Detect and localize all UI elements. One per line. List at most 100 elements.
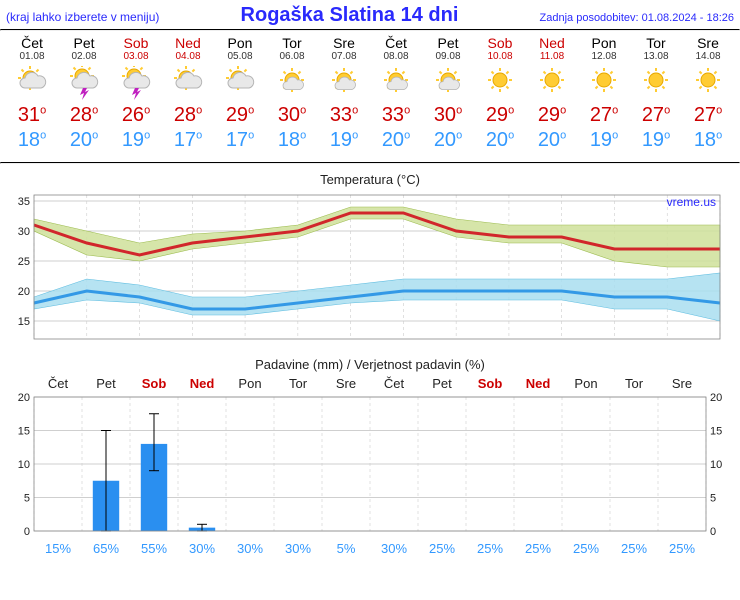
page-title: Rogaška Slatina 14 dni bbox=[241, 4, 459, 27]
forecast-day: Čet01.0831o18o bbox=[6, 35, 58, 152]
precip-chart: 0055101015152020 bbox=[6, 391, 734, 541]
topbar: (kraj lahko izberete v meniju) Rogaška S… bbox=[0, 0, 740, 29]
temp-low: 20o bbox=[422, 129, 474, 152]
day-date: 12.08 bbox=[578, 51, 630, 62]
weather-icon bbox=[474, 66, 526, 100]
forecast-day: Pet09.0830o20o bbox=[422, 35, 474, 152]
temp-low: 20o bbox=[474, 129, 526, 152]
temp-high: 31o bbox=[6, 104, 58, 127]
temp-low: 18o bbox=[6, 129, 58, 152]
temp-high: 29o bbox=[526, 104, 578, 127]
day-date: 13.08 bbox=[630, 51, 682, 62]
day-name: Tor bbox=[266, 35, 318, 51]
temp-high: 33o bbox=[370, 104, 422, 127]
temp-high: 33o bbox=[318, 104, 370, 127]
precip-probability: 5% bbox=[322, 541, 370, 556]
day-date: 03.08 bbox=[110, 51, 162, 62]
temp-high: 27o bbox=[630, 104, 682, 127]
forecast-day: Ned04.08 28o17o bbox=[162, 35, 214, 152]
day-name: Sob bbox=[474, 35, 526, 51]
temp-high: 29o bbox=[214, 104, 266, 127]
day-date: 04.08 bbox=[162, 51, 214, 62]
day-date: 01.08 bbox=[6, 51, 58, 62]
precip-day-label: Sre bbox=[658, 376, 706, 391]
svg-text:10: 10 bbox=[710, 459, 722, 471]
temp-chart: 1520253035 bbox=[6, 189, 734, 349]
precip-probability: 30% bbox=[370, 541, 418, 556]
temp-low: 20o bbox=[370, 129, 422, 152]
precip-day-labels: ČetPetSobNedPonTorSreČetPetSobNedPonTorS… bbox=[0, 374, 740, 391]
temp-low: 19o bbox=[578, 129, 630, 152]
svg-text:0: 0 bbox=[710, 526, 716, 538]
precip-day-label: Čet bbox=[370, 376, 418, 391]
forecast-day: Sre07.08 33o19o bbox=[318, 35, 370, 152]
temp-high: 27o bbox=[682, 104, 734, 127]
forecast-day: Pon05.0829o17o bbox=[214, 35, 266, 152]
forecast-day: Tor13.08 27o19o bbox=[630, 35, 682, 152]
day-name: Pet bbox=[58, 35, 110, 51]
weather-icon bbox=[6, 66, 58, 100]
day-name: Pon bbox=[214, 35, 266, 51]
svg-text:10: 10 bbox=[18, 459, 30, 471]
day-date: 09.08 bbox=[422, 51, 474, 62]
day-date: 06.08 bbox=[266, 51, 318, 62]
temp-low: 19o bbox=[630, 129, 682, 152]
precip-day-label: Pon bbox=[562, 376, 610, 391]
precip-day-label: Sre bbox=[322, 376, 370, 391]
temp-chart-wrap: vreme.us 1520253035 bbox=[0, 189, 740, 349]
day-name: Ned bbox=[162, 35, 214, 51]
precip-day-label: Tor bbox=[274, 376, 322, 391]
temp-low: 18o bbox=[682, 129, 734, 152]
weather-icon bbox=[266, 66, 318, 100]
day-date: 07.08 bbox=[318, 51, 370, 62]
precip-probability: 65% bbox=[82, 541, 130, 556]
temp-high: 27o bbox=[578, 104, 630, 127]
precip-day-label: Čet bbox=[34, 376, 82, 391]
weather-icon bbox=[578, 66, 630, 100]
day-date: 14.08 bbox=[682, 51, 734, 62]
precip-probability: 25% bbox=[466, 541, 514, 556]
temp-chart-title: Temperatura (°C) bbox=[0, 172, 740, 187]
precip-day-label: Tor bbox=[610, 376, 658, 391]
weather-icon bbox=[526, 66, 578, 100]
menu-hint[interactable]: (kraj lahko izberete v meniju) bbox=[6, 10, 159, 24]
day-name: Sob bbox=[110, 35, 162, 51]
svg-text:35: 35 bbox=[18, 196, 30, 208]
precip-chart-title: Padavine (mm) / Verjetnost padavin (%) bbox=[0, 357, 740, 372]
svg-text:20: 20 bbox=[18, 286, 30, 298]
temp-high: 28o bbox=[58, 104, 110, 127]
forecast-day: Ned11.0829o20o bbox=[526, 35, 578, 152]
precip-probability: 55% bbox=[130, 541, 178, 556]
precip-day-label: Ned bbox=[178, 376, 226, 391]
precip-day-label: Ned bbox=[514, 376, 562, 391]
day-name: Pet bbox=[422, 35, 474, 51]
svg-text:15: 15 bbox=[18, 426, 30, 438]
forecast-day: Sob03.0826o19o bbox=[110, 35, 162, 152]
precip-day-label: Sob bbox=[466, 376, 514, 391]
day-name: Čet bbox=[370, 35, 422, 51]
precip-day-label: Pon bbox=[226, 376, 274, 391]
precip-probability: 25% bbox=[514, 541, 562, 556]
weather-icon bbox=[682, 66, 734, 100]
temp-low: 18o bbox=[266, 129, 318, 152]
precip-day-label: Sob bbox=[130, 376, 178, 391]
svg-text:5: 5 bbox=[710, 493, 716, 505]
forecast-day: Čet08.0833o20o bbox=[370, 35, 422, 152]
day-name: Tor bbox=[630, 35, 682, 51]
temp-high: 28o bbox=[162, 104, 214, 127]
forecast-day: Tor06.0830o18o bbox=[266, 35, 318, 152]
svg-text:25: 25 bbox=[18, 256, 30, 268]
temp-low: 19o bbox=[318, 129, 370, 152]
day-date: 10.08 bbox=[474, 51, 526, 62]
precip-probability: 30% bbox=[178, 541, 226, 556]
svg-text:20: 20 bbox=[18, 392, 30, 404]
weather-icon bbox=[422, 66, 474, 100]
svg-text:15: 15 bbox=[18, 316, 30, 328]
temp-low: 17o bbox=[162, 129, 214, 152]
precip-probability: 25% bbox=[610, 541, 658, 556]
temp-low: 19o bbox=[110, 129, 162, 152]
precip-probability: 15% bbox=[34, 541, 82, 556]
weather-icon bbox=[110, 66, 162, 100]
day-name: Sre bbox=[318, 35, 370, 51]
day-date: 11.08 bbox=[526, 51, 578, 62]
